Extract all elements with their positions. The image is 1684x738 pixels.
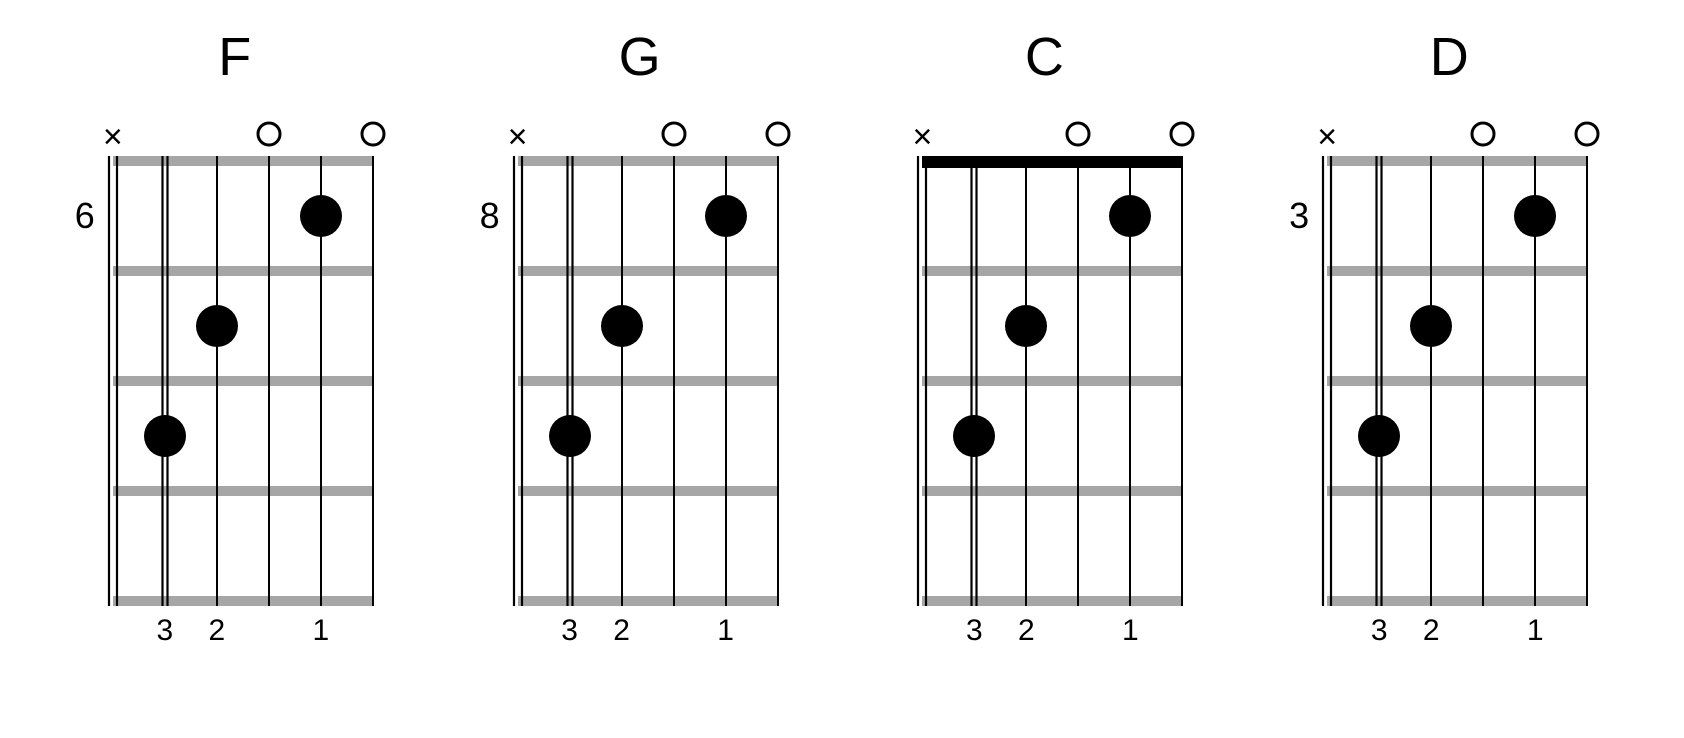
fretboard-svg (874, 156, 1222, 606)
finger-dot (1109, 195, 1151, 237)
finger-numbers: 3 2 1 (65, 614, 405, 664)
fretboard-svg (1279, 156, 1627, 606)
finger-numbers: 3 2 1 (470, 614, 810, 664)
finger-number-label: 2 (1423, 614, 1440, 648)
string-top-markers: × (1279, 120, 1619, 156)
string-top-markers: × (470, 120, 810, 156)
chord-diagram-page: F × 6 3 2 1 G × 8 3 2 1 C × 3 2 1 D × 3 3 2 1 (0, 0, 1684, 738)
open-string-o-icon (1573, 120, 1601, 148)
finger-number-label: 1 (1527, 614, 1544, 648)
finger-number-label: 2 (613, 614, 630, 648)
chord-name: G (619, 30, 661, 110)
muted-string-x-icon: × (1317, 120, 1337, 154)
finger-number-label: 3 (156, 614, 173, 648)
muted-string-x-icon: × (103, 120, 123, 154)
starting-fret-label: 8 (480, 195, 500, 237)
finger-numbers: 3 2 1 (874, 614, 1214, 664)
finger-number-label: 3 (1371, 614, 1388, 648)
chord-name: D (1430, 30, 1469, 110)
finger-dot (705, 195, 747, 237)
fretboard-svg (470, 156, 818, 606)
open-string-o-icon (1064, 120, 1092, 148)
open-string-o-icon (359, 120, 387, 148)
starting-fret-label: 6 (75, 195, 95, 237)
muted-string-x-icon: × (912, 120, 932, 154)
string-top-markers: × (65, 120, 405, 156)
open-string-o-icon (1168, 120, 1196, 148)
open-string-o-icon (660, 120, 688, 148)
finger-dot (549, 415, 591, 457)
fretboard-diagram: 3 (1279, 156, 1619, 606)
open-string-o-icon (255, 120, 283, 148)
chord-block: D × 3 3 2 1 (1279, 30, 1619, 664)
fretboard-diagram: 8 (470, 156, 810, 606)
fretboard-diagram (874, 156, 1214, 606)
fretboard-svg (65, 156, 413, 606)
open-string-o-icon (1469, 120, 1497, 148)
finger-dot (196, 305, 238, 347)
finger-dot (144, 415, 186, 457)
finger-number-label: 3 (561, 614, 578, 648)
finger-dot (1005, 305, 1047, 347)
open-string-o-icon (764, 120, 792, 148)
finger-dot (953, 415, 995, 457)
chord-block: C × 3 2 1 (874, 30, 1214, 664)
finger-number-label: 2 (208, 614, 225, 648)
chord-name: F (218, 30, 251, 110)
chord-block: F × 6 3 2 1 (65, 30, 405, 664)
finger-dot (1358, 415, 1400, 457)
finger-number-label: 1 (312, 614, 329, 648)
finger-dot (1514, 195, 1556, 237)
finger-number-label: 2 (1018, 614, 1035, 648)
finger-number-label: 1 (1122, 614, 1139, 648)
finger-dot (1410, 305, 1452, 347)
chord-name: C (1025, 30, 1064, 110)
finger-dot (300, 195, 342, 237)
string-top-markers: × (874, 120, 1214, 156)
muted-string-x-icon: × (508, 120, 528, 154)
finger-numbers: 3 2 1 (1279, 614, 1619, 664)
fretboard-diagram: 6 (65, 156, 405, 606)
chord-block: G × 8 3 2 1 (470, 30, 810, 664)
starting-fret-label: 3 (1289, 195, 1309, 237)
finger-number-label: 1 (717, 614, 734, 648)
finger-number-label: 3 (966, 614, 983, 648)
finger-dot (601, 305, 643, 347)
